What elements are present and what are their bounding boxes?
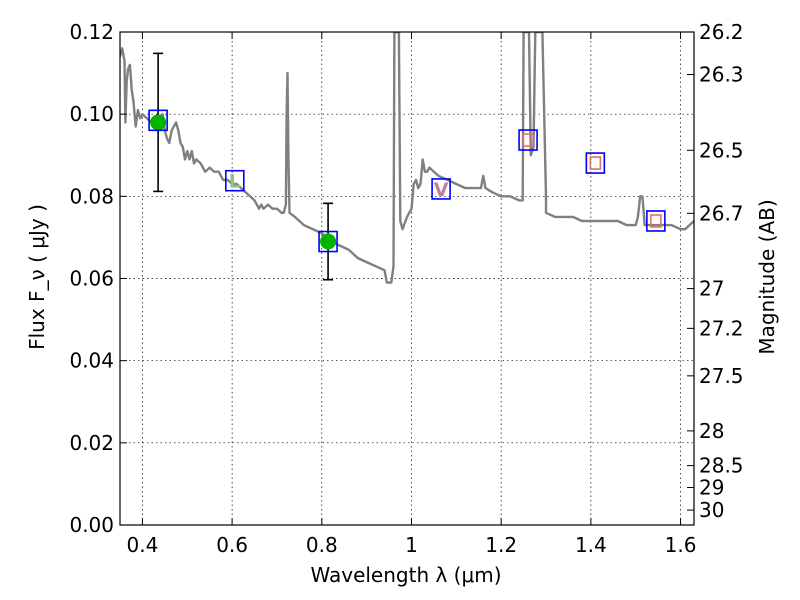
detection-marker [150, 114, 167, 131]
magnitude-tick-label: 26.5 [699, 138, 744, 162]
magnitude-tick-label: 27.5 [699, 364, 744, 388]
y-tick-label: 0.12 [69, 20, 114, 44]
upper-limit-marker: L [229, 171, 241, 193]
x-tick-label: 1.2 [485, 533, 517, 557]
x-tick-label: 1.6 [665, 533, 697, 557]
model-band-marker [585, 152, 606, 174]
magnitude-axis-title: Magnitude (AB) [755, 199, 779, 354]
y-tick-label: 0.02 [69, 431, 114, 455]
magnitude-tick-label: 26.7 [699, 201, 744, 225]
magnitude-tick-label: 28.5 [699, 454, 744, 478]
x-tick-label: 1 [405, 533, 418, 557]
y-tick-label: 0.10 [69, 102, 114, 126]
y-tick-label: 0.08 [69, 184, 114, 208]
magnitude-tick-label: 27.2 [699, 316, 744, 340]
model-band-marker [225, 169, 245, 192]
y-tick-label: 0.00 [69, 513, 114, 537]
x-axis-title: Wavelength λ (μm) [310, 563, 501, 587]
upper-limit-marker [522, 133, 534, 147]
upper-limit-marker [650, 214, 662, 228]
model-band-marker [318, 230, 338, 253]
y-axis-title-text: Flux F_ν ( μJy ) [25, 204, 49, 350]
model-band-marker [518, 129, 538, 151]
x-tick-label: 0.4 [127, 533, 159, 557]
magnitude-tick-label: 30 [699, 498, 724, 522]
y-axis: 0.00 0.02 0.04 0.06 0.08 0.10 0.12 [69, 20, 127, 537]
model-band-marker [646, 210, 666, 232]
upper-limit-marker: V [434, 179, 449, 201]
detection-marker [320, 233, 337, 250]
x-axis-title-text: Wavelength λ (μm) [310, 563, 501, 587]
magnitude-tick-label: 29 [699, 476, 724, 500]
y-axis-title: Flux F_ν ( μJy ) [25, 204, 49, 350]
magnitude-tick-label: 26.3 [699, 63, 744, 87]
model-band-marker [148, 109, 168, 132]
x-axis: 0.4 0.6 0.8 1 1.2 1.4 1.6 [127, 32, 697, 557]
x-tick-label: 0.6 [216, 533, 248, 557]
y-tick-label: 0.06 [69, 267, 114, 291]
x-tick-label: 0.8 [306, 533, 338, 557]
upper-limit-marker [589, 156, 602, 170]
magnitude-tick-label: 26.2 [699, 20, 744, 44]
y-tick-label: 0.04 [69, 349, 114, 373]
x-tick-label: 1.4 [575, 533, 607, 557]
model-band-marker [431, 178, 451, 200]
magnitude-tick-label: 27 [699, 277, 724, 301]
magnitude-tick-label: 28 [699, 419, 724, 443]
